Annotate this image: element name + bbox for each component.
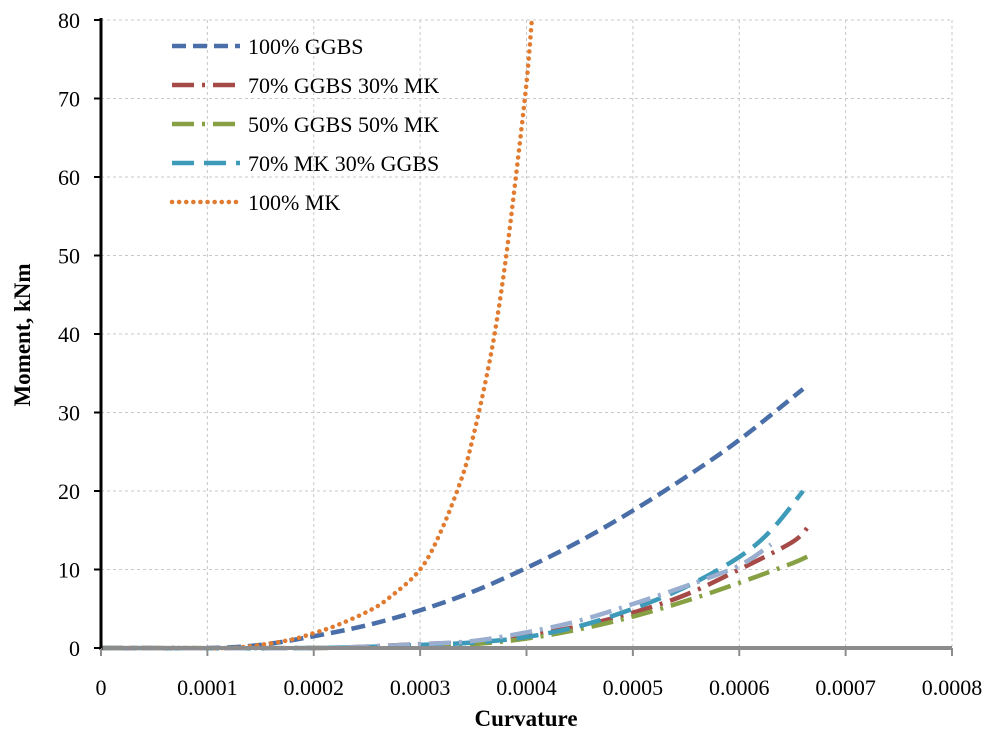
legend-item: 100% GGBS	[172, 34, 364, 59]
legend-label: 100% GGBS	[248, 34, 364, 59]
y-tick-label: 80	[58, 8, 80, 33]
legend-item: 70% GGBS 30% MK	[172, 73, 439, 98]
x-tick-label: 0.0002	[284, 675, 345, 700]
x-tick-label: 0.0006	[709, 675, 770, 700]
y-tick-label: 60	[58, 165, 80, 190]
y-tick-label: 10	[58, 558, 80, 583]
y-tick-label: 20	[58, 479, 80, 504]
legend-label: 70% MK 30% GGBS	[248, 151, 439, 176]
x-tick-label: 0.0001	[177, 675, 238, 700]
legend-label: 100% MK	[248, 190, 340, 215]
series-line-3	[100, 489, 805, 651]
legend-item: 50% GGBS 50% MK	[172, 112, 439, 137]
x-tick-label: 0.0003	[390, 675, 451, 700]
legend: 100% GGBS 70% GGBS 30% MK 50% GGBS 50% MK 7…	[169, 34, 439, 215]
x-tick-label: 0.0005	[603, 675, 664, 700]
y-tick-label: 40	[58, 322, 80, 347]
legend-label: 50% GGBS 50% MK	[248, 112, 439, 137]
y-tick-label: 50	[58, 244, 80, 269]
legend-item: 100% MK	[169, 190, 340, 215]
axes	[94, 18, 953, 656]
x-tick-label: 0	[96, 675, 107, 700]
y-tick-label: 70	[58, 87, 80, 112]
grid	[101, 19, 953, 648]
x-tick-label: 0.0008	[922, 675, 983, 700]
series-line-0	[100, 387, 805, 651]
tick-labels: 0 0.0001 0.0002 0.0003 0.0004 0.0005 0.0006 0.0…	[58, 8, 982, 700]
x-axis-title: Curvature	[474, 706, 577, 731]
y-axis-title: Moment, kNm	[10, 263, 35, 406]
legend-label: 70% GGBS 30% MK	[248, 73, 439, 98]
x-tick-label: 0.0007	[815, 675, 876, 700]
y-tick-label: 30	[58, 401, 80, 426]
legend-item: 70% MK 30% GGBS	[172, 151, 439, 176]
y-tick-label: 0	[69, 636, 80, 661]
x-tick-label: 0.0004	[496, 675, 557, 700]
